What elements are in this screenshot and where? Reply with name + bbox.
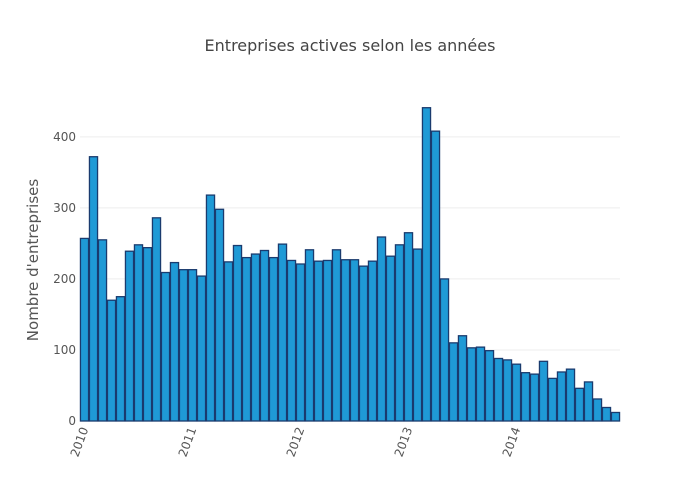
bar — [268, 256, 279, 422]
y-axis-title: Nombre d'entreprises — [24, 179, 42, 342]
bar — [295, 263, 306, 422]
bar — [313, 260, 324, 422]
bar — [187, 269, 198, 422]
bar — [115, 296, 126, 422]
bar — [97, 239, 108, 422]
y-tick-label: 100 — [53, 343, 76, 357]
bar — [583, 381, 594, 422]
bar — [592, 398, 603, 422]
bar — [160, 271, 171, 422]
bar — [259, 249, 270, 422]
x-axis-ticks: 2010 2011 2012 2013 2014 — [68, 425, 524, 458]
bar — [124, 250, 135, 422]
bar — [511, 363, 522, 422]
bar — [79, 237, 90, 422]
y-axis-ticks: 0 100 200 300 400 — [53, 130, 76, 428]
x-tick-label: 2011 — [176, 425, 200, 458]
x-tick-label: 2014 — [500, 425, 524, 458]
bar — [277, 243, 288, 422]
bar — [232, 244, 243, 422]
bar — [529, 373, 540, 422]
bar — [286, 259, 297, 422]
bar — [322, 259, 333, 422]
bar — [358, 265, 369, 422]
bar — [556, 371, 567, 422]
bar — [484, 350, 495, 422]
bar — [421, 107, 432, 422]
bar — [133, 244, 144, 422]
bar — [493, 357, 504, 422]
bar — [385, 255, 396, 422]
x-tick-label: 2010 — [68, 425, 92, 458]
bar — [394, 244, 405, 422]
chart-title: Entreprises actives selon les années — [205, 36, 496, 55]
bar — [601, 406, 612, 422]
bar — [466, 347, 477, 422]
y-tick-label: 400 — [53, 130, 76, 144]
bar — [412, 248, 423, 422]
bar — [565, 368, 576, 422]
y-tick-label: 0 — [68, 414, 76, 428]
x-tick-label: 2013 — [392, 425, 416, 458]
bar — [439, 278, 450, 422]
bar — [88, 156, 99, 422]
bar — [349, 259, 360, 422]
y-tick-label: 300 — [53, 201, 76, 215]
bar — [169, 261, 180, 422]
bar — [340, 259, 351, 422]
bar — [367, 260, 378, 422]
x-tick-label: 2012 — [284, 425, 308, 458]
bar — [475, 346, 486, 422]
bar — [430, 130, 441, 422]
bar — [151, 217, 162, 422]
bar — [457, 335, 468, 422]
y-tick-label: 200 — [53, 272, 76, 286]
bar — [214, 208, 225, 422]
bar — [223, 261, 234, 422]
bar — [448, 342, 459, 422]
bar — [196, 275, 207, 422]
bar — [502, 359, 513, 422]
bar — [403, 232, 414, 422]
bars — [79, 107, 621, 422]
bar — [241, 256, 252, 422]
bar — [376, 236, 387, 422]
bar — [142, 247, 153, 422]
bar — [520, 372, 531, 422]
bar — [610, 411, 621, 422]
bar — [547, 377, 558, 422]
bar — [574, 387, 585, 422]
bar — [178, 269, 189, 422]
bar — [106, 299, 117, 422]
bar — [331, 249, 342, 422]
bar — [250, 253, 261, 422]
bar — [205, 194, 216, 422]
bar — [538, 360, 549, 422]
bar — [304, 249, 315, 422]
